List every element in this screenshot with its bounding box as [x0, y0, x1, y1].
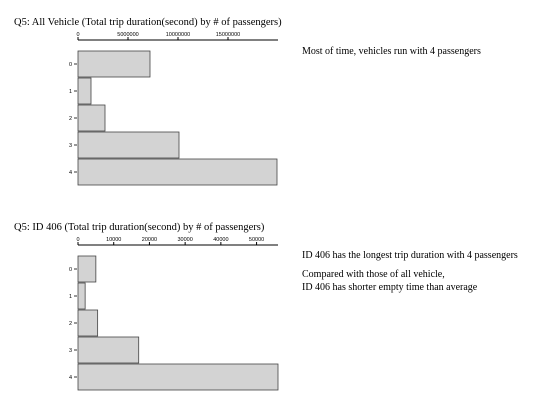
x-tick-label: 10000 — [106, 237, 121, 243]
x-tick-label: 50000 — [249, 237, 264, 243]
y-tick-label: 3 — [69, 348, 72, 354]
chart-notes: Most of time, vehicles run with 4 passen… — [302, 45, 481, 58]
chart-title: Q5: All Vehicle (Total trip duration(sec… — [14, 17, 282, 28]
bar-4 — [77, 363, 279, 391]
note-line: Compared with those of all vehicle, — [302, 269, 445, 280]
bar-2 — [77, 309, 99, 337]
y-tick-label: 1 — [69, 89, 72, 95]
x-tick-label: 30000 — [177, 237, 192, 243]
chart-title: Q5: ID 406 (Total trip duration(second) … — [14, 222, 265, 233]
note-line: ID 406 has shorter empty time than avera… — [302, 282, 478, 293]
bar-chart-id-406: 0 10000 20000 30000 40000 50000 0 1 2 3 4 — [69, 237, 279, 391]
y-tick-label: 4 — [69, 375, 72, 381]
note-line: Most of time, vehicles run with 4 passen… — [302, 46, 481, 57]
bar-0 — [77, 255, 97, 283]
x-tick-label: 15000000 — [216, 32, 240, 38]
y-tick-label: 0 — [69, 62, 72, 68]
y-tick-label: 4 — [69, 170, 72, 176]
y-tick-label: 3 — [69, 143, 72, 149]
note-line: ID 406 has the longest trip duration wit… — [302, 250, 518, 261]
bar-1 — [77, 282, 86, 310]
bar-2 — [77, 104, 106, 132]
y-tick-label: 2 — [69, 116, 72, 122]
x-tick-label: 0 — [76, 237, 79, 243]
bar-3 — [77, 336, 140, 364]
y-tick-label: 2 — [69, 321, 72, 327]
x-tick-label: 5000000 — [117, 32, 138, 38]
bar-4 — [77, 158, 278, 186]
bar-0 — [77, 50, 151, 78]
bar-1 — [77, 77, 92, 105]
x-tick-label: 0 — [76, 32, 79, 38]
y-tick-label: 0 — [69, 267, 72, 273]
y-tick-label: 1 — [69, 294, 72, 300]
x-tick-label: 10000000 — [166, 32, 190, 38]
bar-chart-all-vehicle: 0 5000000 10000000 15000000 0 1 2 3 4 — [69, 32, 278, 186]
x-tick-label: 40000 — [213, 237, 228, 243]
chart-notes: ID 406 has the longest trip duration wit… — [302, 249, 518, 294]
bar-3 — [77, 131, 180, 159]
x-tick-label: 20000 — [142, 237, 157, 243]
